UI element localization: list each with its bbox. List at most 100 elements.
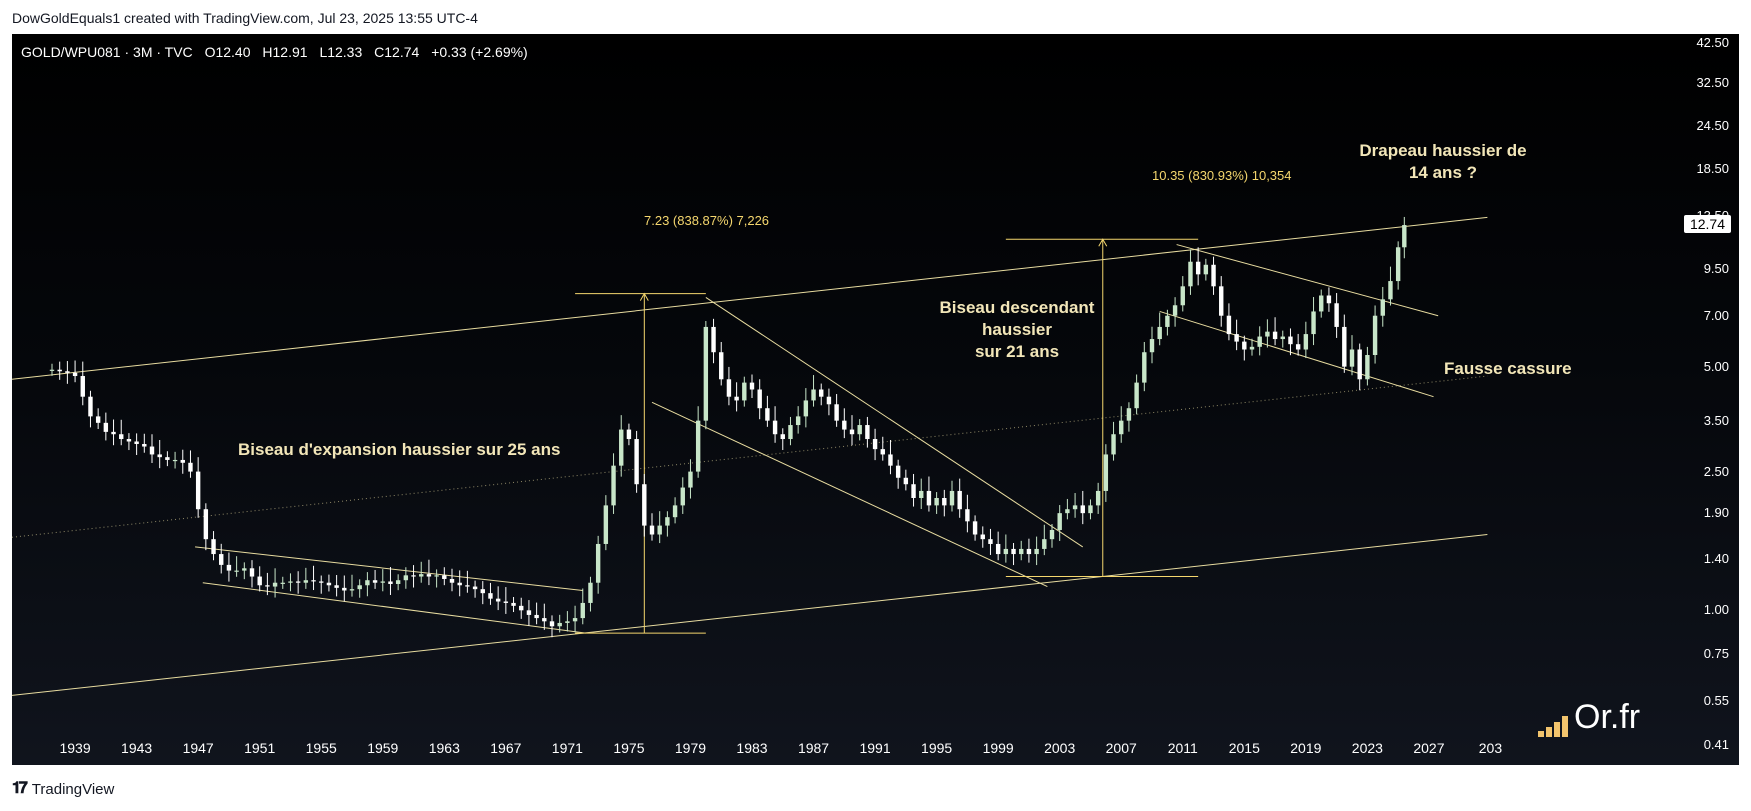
candle-body (911, 484, 916, 498)
candle-body (1042, 539, 1047, 549)
x-tick-label: 1979 (674, 740, 707, 756)
candle-body (1011, 548, 1016, 555)
chart-area[interactable]: GOLD/WPU081 · 3M · TVC O12.40 H12.91 L12… (12, 34, 1739, 765)
candle-body (1311, 311, 1316, 335)
candle-body (457, 582, 462, 586)
candle-body (1357, 349, 1362, 380)
candle-body (749, 382, 755, 390)
annotation-bull-flag-line2: 14 ans ? (1408, 163, 1478, 182)
candle-body (226, 564, 232, 571)
candle-body (280, 582, 285, 584)
y-tick-label: 42.50 (1696, 34, 1729, 50)
y-tick-label: 0.75 (1703, 645, 1729, 661)
candle-body (211, 539, 216, 555)
candle-body (888, 454, 893, 466)
watermark-logo: Or.fr (1538, 698, 1640, 737)
candle-body (411, 575, 416, 577)
annotation-bull-flag: Drapeau haussier de 14 ans ? (1348, 140, 1538, 184)
annotation-expanding-wedge: Biseau d'expansion haussier sur 25 ans (238, 440, 561, 459)
candle-body (572, 618, 578, 622)
candle-body (257, 576, 262, 586)
y-tick-label: 1.90 (1703, 505, 1729, 521)
y-tick-label: 1.40 (1703, 551, 1729, 567)
gold-bars-icon (1538, 716, 1568, 737)
open-value: O12.40 (204, 44, 251, 60)
candle-body (688, 471, 693, 488)
x-tick-label: 2015 (1228, 740, 1260, 756)
x-tick-label: 1951 (244, 740, 276, 756)
candle-body (1234, 334, 1239, 342)
candle-body (1019, 548, 1024, 555)
candle-body (1326, 295, 1332, 304)
candle-body (657, 525, 662, 535)
candle-body (311, 580, 316, 582)
candle-body (872, 439, 878, 450)
measure-label-1970s: 7.23 (838.87%) 7,226 (644, 213, 770, 228)
candle-body (1165, 315, 1170, 327)
expanding-wedge-lower (202, 582, 586, 634)
candle-body (611, 465, 616, 506)
candle-body (149, 446, 155, 455)
price-chart[interactable] (12, 34, 1739, 765)
candle-body (219, 554, 224, 565)
x-tick-label: 1999 (982, 740, 1014, 756)
measure-2000s-arrow (1098, 238, 1108, 247)
symbol-name: GOLD/WPU081 · 3M · TVC (21, 44, 193, 60)
candle-body (619, 429, 624, 466)
symbol-info: GOLD/WPU081 · 3M · TVC O12.40 H12.91 L12… (21, 44, 536, 60)
candle-body (80, 376, 85, 397)
candle-body (1088, 505, 1093, 514)
footer-brand: TradingView (31, 780, 115, 798)
candle-body (265, 585, 270, 587)
x-tick-label: 1987 (797, 740, 830, 756)
candle-body (480, 589, 485, 594)
candle-body (919, 490, 924, 498)
candle-body (1242, 341, 1247, 350)
candle-body (634, 439, 639, 485)
candle-body (965, 509, 970, 522)
candle-body (1319, 295, 1324, 312)
x-tick-label: 1971 (551, 740, 583, 756)
candle-body (665, 517, 670, 526)
flag-upper (1176, 244, 1439, 317)
candle-body (1380, 299, 1385, 316)
candle-body (542, 618, 547, 622)
annotation-false-break: Fausse cassure (1444, 359, 1572, 378)
tradingview-logo-icon: 𝟏𝟕 (12, 780, 28, 797)
candle-body (65, 371, 70, 373)
candle-body (1265, 331, 1270, 337)
channel-upper-line (12, 216, 1488, 380)
low-value: L12.33 (319, 44, 363, 60)
x-tick-label: 1963 (428, 740, 460, 756)
measure-label-2000s: 10.35 (830.93%) 10,354 (1152, 168, 1292, 183)
candle-body (857, 425, 862, 435)
candle-body (880, 449, 885, 455)
watermark-text: Or.fr (1574, 698, 1641, 736)
candle-body (1119, 420, 1124, 435)
candle-body (142, 443, 147, 447)
candle-body (680, 487, 685, 506)
candle-body (811, 389, 816, 401)
candle-body (972, 521, 978, 535)
candle-body (242, 568, 247, 571)
candle-body (1126, 408, 1132, 421)
x-tick-label: 1995 (921, 740, 953, 756)
candle-body (703, 326, 709, 421)
footer: 𝟏𝟕 TradingView (12, 780, 114, 798)
y-tick-label: 0.55 (1703, 692, 1729, 708)
x-tick-label: 1991 (859, 740, 891, 756)
candle-body (1388, 281, 1393, 300)
candle-body (395, 580, 401, 584)
y-tick-label: 2.50 (1703, 463, 1729, 479)
x-tick-label: 1943 (121, 740, 153, 756)
annotation-descending-wedge: Biseau descendant haussier sur 21 ans (907, 297, 1127, 363)
candle-body (557, 622, 562, 627)
high-value: H12.91 (262, 44, 308, 60)
candle-body (57, 369, 62, 372)
candle-body (111, 431, 116, 435)
candle-body (1365, 355, 1370, 380)
candle-body (1249, 346, 1255, 350)
candle-body (549, 621, 555, 627)
candle-body (288, 581, 293, 583)
candle-body (588, 582, 593, 603)
